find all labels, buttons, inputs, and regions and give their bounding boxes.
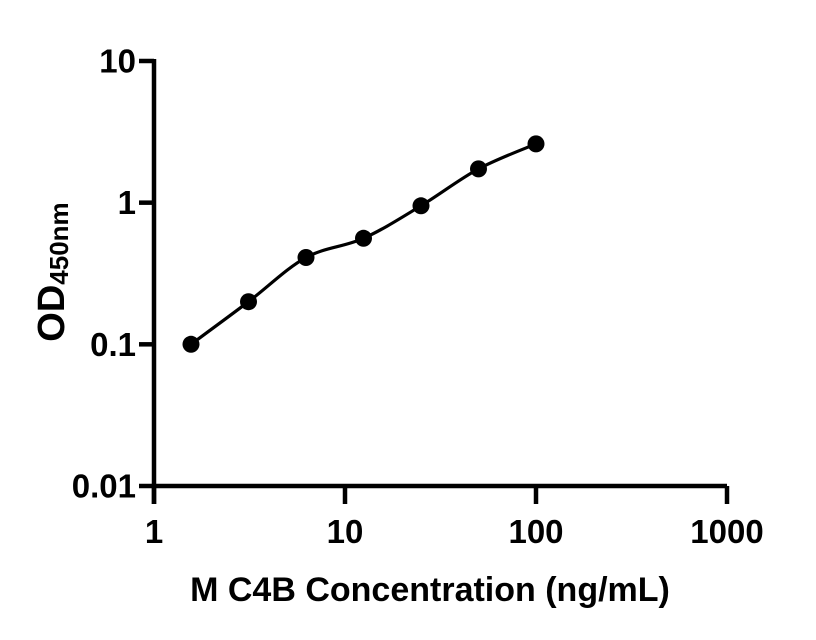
y-axis-tick-labels: 0.01 0.1 1 10 xyxy=(72,42,136,504)
axes xyxy=(151,59,727,504)
y-tick-label: 1 xyxy=(118,184,136,221)
data-point-marker xyxy=(412,197,430,215)
y-axis-ticks xyxy=(139,58,154,489)
x-axis-ticks xyxy=(151,486,730,504)
data-point-marker xyxy=(355,229,372,247)
y-tick-label: 10 xyxy=(99,42,136,79)
data-point-marker xyxy=(297,249,315,266)
data-point-marker xyxy=(240,293,257,311)
x-axis-title: M C4B Concentration (ng/mL) xyxy=(190,571,670,609)
data-point-marker xyxy=(470,160,487,178)
x-tick-label: 1 xyxy=(145,513,163,550)
y-tick-label: 0.1 xyxy=(90,326,136,363)
y-axis-title: OD450nm xyxy=(31,202,74,341)
y-tick-label: 0.01 xyxy=(72,468,136,505)
data-point-marker xyxy=(182,335,200,353)
series-layer xyxy=(182,135,545,353)
x-tick-label: 1000 xyxy=(690,513,763,550)
data-point-marker xyxy=(527,135,545,153)
y-axis-title-main: OD xyxy=(31,285,73,342)
y-axis-title-subscript: 450nm xyxy=(44,202,74,284)
data-point-markers xyxy=(182,135,545,353)
x-axis-tick-labels: 1 10 100 1000 xyxy=(145,513,764,550)
x-tick-label: 10 xyxy=(327,513,364,550)
x-tick-label: 100 xyxy=(508,513,563,550)
